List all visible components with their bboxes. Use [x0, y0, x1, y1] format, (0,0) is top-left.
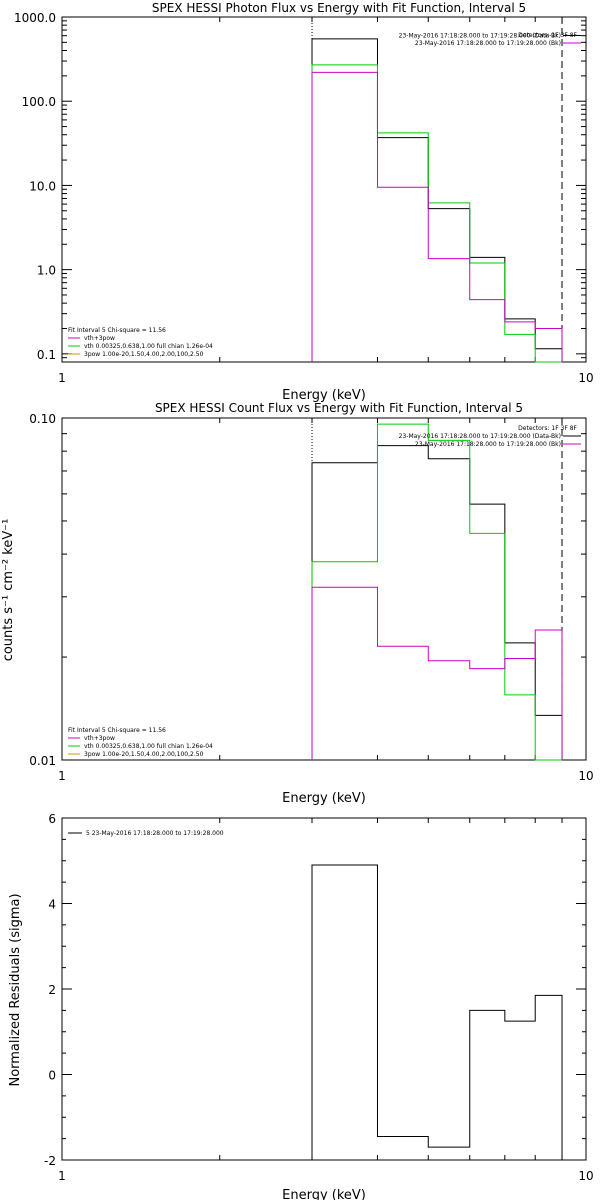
residuals-legend: 5 23-May-2016 17:18:28.000 to 17:19:28.0…: [68, 830, 224, 837]
photon-flux-legend-bk: 23-May-2016 17:18:28.000 to 17:19:28.000…: [415, 40, 561, 47]
photon-flux-y-tick-label: 1000.0: [14, 11, 56, 25]
photon-flux-legend-3pow: 3pow 1.00e-20,1.50,4.00,2.00,100,2.50: [84, 351, 204, 358]
photon-flux-fit-header: Fit Interval 5 Chi-square = 11.56: [68, 327, 166, 334]
count-flux-legend-vth: vth 0.00325,0.638,1.00 full chian 1.26e-…: [84, 743, 213, 750]
photon-flux-y-tick-label: 1.0: [37, 264, 56, 278]
photon-flux-detectors: Detectors: 1F 3F 8F: [518, 32, 577, 39]
count-flux-ylabel: counts s⁻¹ cm⁻² keV⁻¹: [1, 519, 16, 662]
count-flux-series-background: [311, 586, 563, 760]
photon-flux-x-tick-label: 1: [58, 371, 66, 385]
count-flux-legend-vth3pow: vth+3pow: [84, 735, 115, 742]
count-flux-y-tick-label: 0.10: [29, 412, 56, 426]
count-flux-title: SPEX HESSI Count Flux vs Energy with Fit…: [155, 401, 523, 415]
photon-flux-series-data-bk: [311, 38, 563, 362]
residuals-x-tick-label: 10: [578, 1169, 593, 1183]
residuals-y-tick-label: 6: [48, 812, 56, 826]
residuals-y-tick-label: -2: [44, 1154, 56, 1168]
count-flux-series-data-bk: [311, 445, 563, 760]
photon-flux-series-background: [311, 71, 563, 362]
count-flux-plot-frame: [61, 417, 587, 761]
photon-flux-x-tick-label: 10: [578, 371, 593, 385]
residuals-xlabel: Energy (keV): [282, 1188, 366, 1200]
count-flux-xlabel: Energy (keV): [282, 791, 366, 806]
residuals-x-tick-label: 1: [58, 1169, 66, 1183]
count-flux-legend-data-bk: 23-May-2016 17:18:28.000 to 17:19:28.000…: [399, 433, 561, 440]
residuals-legend-entry: 5 23-May-2016 17:18:28.000 to 17:19:28.0…: [86, 830, 224, 837]
residuals-series: [311, 864, 563, 1160]
photon-flux-legend-data-bk: 23-May-2016 17:18:28.000 to 17:19:28.000…: [399, 33, 561, 40]
count-flux-x-tick-label: 1: [58, 769, 66, 783]
photon-flux-legend-top-right: Detectors: 1F 3F 8F 23-May-2016 17:18:28…: [399, 32, 581, 47]
count-flux-x-tick-label: 10: [578, 769, 593, 783]
residuals-y-tick-label: 0: [48, 1069, 56, 1083]
count-flux-series-fit-model: [311, 423, 563, 761]
residuals-plot-frame: [61, 817, 587, 1161]
count-flux-detectors: Detectors: 1F 3F 8F: [518, 425, 577, 432]
count-flux-panel: SPEX HESSI Count Flux vs Energy with Fit…: [1, 401, 594, 806]
photon-flux-legend-vth: vth 0.00325,0.638,1.00 full chian 1.26e-…: [84, 343, 213, 350]
photon-flux-series: [311, 38, 563, 363]
photon-flux-xlabel: Energy (keV): [282, 388, 366, 403]
photon-flux-panel: SPEX HESSI Photon Flux vs Energy with Fi…: [14, 1, 594, 403]
residuals-y-tick-label: 2: [48, 983, 56, 997]
residuals-ylabel: Normalized Residuals (sigma): [8, 893, 23, 1086]
residuals-y-tick-label: 4: [48, 898, 56, 912]
photon-flux-legend-vth3pow: vth+3pow: [84, 335, 115, 342]
photon-flux-y-tick-label: 0.1: [37, 348, 56, 362]
photon-flux-series-fit-model: [311, 64, 563, 363]
count-flux-legend-bk: 23-May-2016 17:18:28.000 to 17:19:28.000…: [415, 441, 561, 448]
residuals-panel: Energy (keV) Normalized Residuals (sigma…: [8, 812, 594, 1200]
count-flux-y-tick-label: 0.01: [29, 754, 56, 768]
count-flux-legend-top-right: Detectors: 1F 3F 8F 23-May-2016 17:18:28…: [399, 425, 581, 448]
count-flux-series: [311, 423, 563, 761]
residuals-series-data-bk: [311, 864, 563, 1160]
count-flux-axes: 1 10 0.10 0.01: [29, 412, 593, 783]
photon-flux-title: SPEX HESSI Photon Flux vs Energy with Fi…: [152, 1, 526, 15]
photon-flux-y-tick-label: 100.0: [22, 95, 56, 109]
photon-flux-y-tick-label: 10.0: [29, 179, 56, 193]
count-flux-legend-3pow: 3pow 1.00e-20,1.50,4.00,2.00,100,2.50: [84, 751, 204, 758]
photon-flux-plot-frame: [61, 16, 587, 363]
photon-flux-legend-bottom-left: Fit Interval 5 Chi-square = 11.56 vth+3p…: [68, 327, 213, 358]
residuals-axes: 1 10 6 4 2 0 -2: [44, 812, 594, 1183]
count-flux-legend-bottom-left: Fit Interval 5 Chi-square = 11.56 vth+3p…: [68, 727, 213, 758]
count-flux-fit-header: Fit Interval 5 Chi-square = 11.56: [68, 727, 166, 734]
